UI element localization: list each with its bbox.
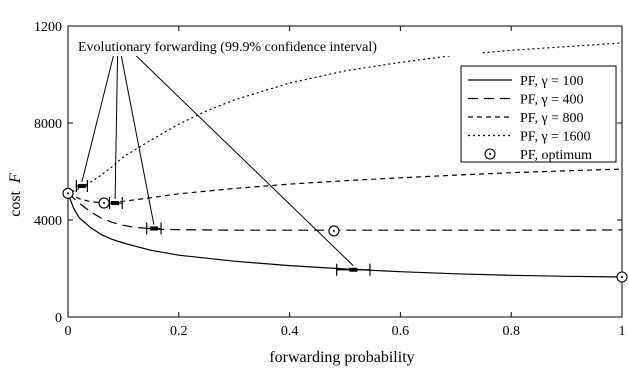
evolutionary-point-marker	[349, 267, 358, 272]
optimum-marker-dot	[103, 202, 106, 205]
y-axis-title: cost F	[7, 173, 24, 217]
legend-optimum-marker-dot	[489, 153, 491, 155]
annotation-background	[72, 34, 482, 56]
y-tick-label: 8000	[34, 117, 62, 132]
legend-box	[460, 65, 617, 163]
legend-label-2: PF, γ = 400	[520, 93, 584, 108]
legend-label-4: PF, γ = 1600	[520, 130, 591, 145]
x-tick-label: 0.2	[170, 324, 188, 339]
plot-border	[67, 25, 623, 318]
annotation: Evolutionary forwarding (99.9% confidenc…	[72, 34, 482, 267]
x-tick-label: 1	[619, 324, 626, 339]
axis-ticks: 0 0.2 0.4 0.6 0.8 1 0 4000 8000 1200	[34, 20, 626, 339]
x-tick-label: 0.4	[281, 324, 299, 339]
legend-label-1: PF, γ = 100	[520, 74, 584, 89]
y-tick-label: 1200	[34, 20, 62, 35]
evolutionary-point-marker	[149, 226, 158, 231]
optimum-marker-dot	[332, 229, 335, 232]
optimum-marker-dot	[621, 275, 623, 278]
annotation-leader-line	[117, 37, 354, 267]
evolutionary-point-marker	[111, 201, 120, 206]
optimum-markers	[62, 187, 628, 283]
annotation-text: Evolutionary forwarding (99.9% confidenc…	[78, 40, 377, 55]
legend-label-3: PF, γ = 800	[520, 111, 584, 126]
x-tick-label: 0.6	[392, 324, 410, 339]
annotation-leader-line	[81, 38, 119, 183]
x-tick-label: 0	[65, 324, 72, 339]
y-tick-label: 0	[55, 311, 62, 326]
plot-frame	[67, 25, 623, 318]
evolutionary-points	[75, 180, 371, 276]
annotation-leader-line	[114, 38, 119, 200]
evolutionary-point-marker	[77, 184, 86, 189]
x-axis-title: forwarding probability	[269, 349, 414, 366]
optimum-marker-dot	[67, 192, 69, 195]
series-line-2	[67, 192, 623, 231]
y-axis-title-symbol: F	[7, 173, 24, 184]
x-tick-label: 0.8	[502, 324, 520, 339]
y-axis-title-word: cost	[7, 190, 24, 216]
series-line-3	[67, 168, 623, 204]
legend-label-optimum: PF, optimum	[520, 148, 592, 163]
series-line-1	[67, 193, 623, 278]
legend: PF, γ = 100 PF, γ = 400 PF, γ = 800 PF, γ =…	[460, 65, 617, 163]
annotation-leader-line	[117, 38, 155, 225]
y-tick-label: 4000	[34, 214, 62, 229]
